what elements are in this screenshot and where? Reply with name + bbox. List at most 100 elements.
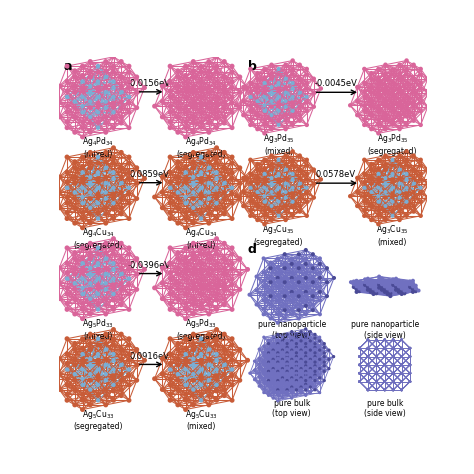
Circle shape xyxy=(400,355,403,358)
Circle shape xyxy=(298,176,302,180)
Circle shape xyxy=(64,246,70,250)
Circle shape xyxy=(375,389,378,391)
Circle shape xyxy=(362,186,366,190)
Circle shape xyxy=(80,246,85,250)
Circle shape xyxy=(383,347,386,349)
Circle shape xyxy=(191,165,196,170)
Circle shape xyxy=(222,121,227,126)
Text: -0.0045eV: -0.0045eV xyxy=(314,80,357,89)
Text: Ag$_4$Cu$_{34}$
(mixed): Ag$_4$Cu$_{34}$ (mixed) xyxy=(185,226,217,250)
Circle shape xyxy=(290,373,293,376)
Circle shape xyxy=(175,115,180,119)
Circle shape xyxy=(313,346,317,349)
Circle shape xyxy=(175,387,180,392)
Circle shape xyxy=(127,373,131,378)
Circle shape xyxy=(304,366,307,369)
Circle shape xyxy=(290,256,294,260)
Circle shape xyxy=(175,165,180,170)
Circle shape xyxy=(290,298,294,302)
Circle shape xyxy=(207,378,211,383)
Circle shape xyxy=(323,379,326,382)
Circle shape xyxy=(127,398,131,403)
Circle shape xyxy=(103,121,108,126)
Circle shape xyxy=(88,221,93,226)
Circle shape xyxy=(183,95,188,99)
Circle shape xyxy=(88,159,93,164)
Circle shape xyxy=(96,195,100,200)
Circle shape xyxy=(111,195,116,200)
Circle shape xyxy=(199,392,203,397)
Circle shape xyxy=(168,285,173,290)
Circle shape xyxy=(318,339,321,343)
Circle shape xyxy=(375,389,378,391)
Circle shape xyxy=(375,389,378,391)
Circle shape xyxy=(398,77,401,81)
Circle shape xyxy=(281,360,284,363)
Circle shape xyxy=(191,393,196,398)
Circle shape xyxy=(295,346,298,349)
Text: a: a xyxy=(63,60,72,73)
Circle shape xyxy=(383,338,386,341)
Circle shape xyxy=(262,293,265,297)
Circle shape xyxy=(392,338,394,341)
Circle shape xyxy=(191,221,196,226)
Circle shape xyxy=(383,338,386,341)
Circle shape xyxy=(419,172,423,176)
Text: Ag$_5$Cu$_{33}$
(mixed): Ag$_5$Cu$_{33}$ (mixed) xyxy=(185,408,217,431)
Circle shape xyxy=(119,190,124,195)
Circle shape xyxy=(103,100,108,104)
Circle shape xyxy=(222,190,227,195)
Circle shape xyxy=(64,210,70,215)
Circle shape xyxy=(183,104,188,109)
Circle shape xyxy=(199,70,203,75)
Circle shape xyxy=(281,336,284,339)
Circle shape xyxy=(80,79,85,84)
Text: Ag$_4$Cu$_{34}$
(segregated): Ag$_4$Cu$_{34}$ (segregated) xyxy=(73,226,123,250)
Circle shape xyxy=(191,90,196,94)
Circle shape xyxy=(276,276,280,280)
Circle shape xyxy=(199,337,203,341)
Circle shape xyxy=(411,154,416,158)
Circle shape xyxy=(309,339,312,343)
Circle shape xyxy=(276,265,280,269)
Circle shape xyxy=(404,149,409,154)
Circle shape xyxy=(400,372,403,374)
Circle shape xyxy=(103,332,108,337)
Circle shape xyxy=(57,190,62,195)
Circle shape xyxy=(191,196,196,201)
Circle shape xyxy=(214,100,219,106)
Circle shape xyxy=(269,162,274,166)
Circle shape xyxy=(290,312,294,316)
Circle shape xyxy=(269,266,273,270)
Circle shape xyxy=(285,390,289,393)
Circle shape xyxy=(355,282,359,285)
Circle shape xyxy=(175,402,180,407)
Circle shape xyxy=(111,398,116,403)
Circle shape xyxy=(262,373,265,376)
Circle shape xyxy=(319,86,323,91)
Circle shape xyxy=(183,179,188,184)
Circle shape xyxy=(409,372,411,374)
Circle shape xyxy=(257,372,261,375)
Circle shape xyxy=(419,73,423,77)
Circle shape xyxy=(290,378,293,381)
Circle shape xyxy=(366,380,369,383)
Circle shape xyxy=(183,186,188,190)
Circle shape xyxy=(400,338,403,341)
Circle shape xyxy=(183,261,188,265)
Circle shape xyxy=(391,95,394,99)
Circle shape xyxy=(111,216,116,221)
Circle shape xyxy=(230,186,234,190)
Circle shape xyxy=(383,372,386,374)
Circle shape xyxy=(375,364,378,366)
Circle shape xyxy=(390,73,395,77)
Circle shape xyxy=(80,255,85,260)
Circle shape xyxy=(325,294,329,298)
Circle shape xyxy=(400,389,403,391)
Circle shape xyxy=(111,358,116,363)
Circle shape xyxy=(283,252,287,256)
Circle shape xyxy=(411,204,416,208)
Circle shape xyxy=(318,382,321,385)
Circle shape xyxy=(318,376,321,379)
Circle shape xyxy=(358,372,361,374)
